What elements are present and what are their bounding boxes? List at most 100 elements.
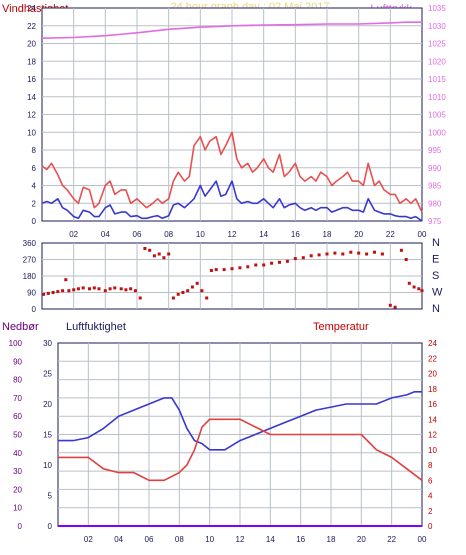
wind-direction-point <box>76 287 80 291</box>
wind-direction-point <box>230 267 234 271</box>
wind-direction-point <box>317 253 321 257</box>
rain-tick-label: 0 <box>18 522 23 531</box>
pressure-tick-label: 1030 <box>428 22 446 31</box>
wind-direction-point <box>325 252 329 256</box>
wind-speed-tick-label: 20 <box>27 40 36 49</box>
wind-direction-point <box>301 256 305 260</box>
wind-direction-point <box>56 290 60 294</box>
pressure-tick-label: 1035 <box>428 4 446 13</box>
weather-x-tick-label: 22 <box>387 535 396 544</box>
wind-x-tick-label: 22 <box>386 230 395 239</box>
weather-x-tick-label: 20 <box>357 535 366 544</box>
temperature-tick-label: 2 <box>428 507 433 516</box>
rain-tick-label: 50 <box>13 431 22 440</box>
wind-direction-point <box>157 252 161 256</box>
wind-direction-point <box>380 252 384 256</box>
wind-gust-line <box>41 131 423 213</box>
wind-direction-point <box>67 289 71 293</box>
temperature-line <box>58 418 423 482</box>
pressure-tick-label: 1015 <box>428 75 446 84</box>
wind-speed-tick-label: 4 <box>32 182 37 191</box>
wind-direction-point <box>373 250 376 254</box>
wind-direction-point <box>148 248 152 252</box>
wind-panel: 0246810121416182022249759809859909951000… <box>27 4 446 239</box>
wind-direction-point <box>133 289 137 293</box>
wind-direction-point <box>309 254 313 258</box>
wind-direction-point <box>108 287 112 291</box>
wind-direction-point <box>293 257 297 261</box>
wind-direction-point <box>404 258 408 261</box>
wind-speed-tick-label: 22 <box>27 22 36 31</box>
wind-direction-point <box>365 252 369 256</box>
wind-x-tick-label: 10 <box>196 230 205 239</box>
direction-tick-label: 360 <box>23 239 37 248</box>
wind-direction-point <box>143 247 147 250</box>
wind-direction-point <box>357 251 361 255</box>
rain-tick-label: 80 <box>13 376 22 385</box>
weather-x-tick-label: 00 <box>418 535 427 544</box>
wind-direction-point <box>167 252 171 256</box>
humidity-tick-label: 10 <box>43 461 52 470</box>
rain-tick-label: 10 <box>13 504 22 513</box>
wind-direction-point <box>81 286 85 290</box>
humidity-tick-label: 30 <box>43 339 52 348</box>
wind-direction-point <box>270 261 274 265</box>
compass-tick-label: E <box>432 254 439 266</box>
pressure-line <box>41 21 422 39</box>
wind-direction-point <box>393 305 397 309</box>
rain-tick-label: 70 <box>13 394 22 403</box>
wind-direction-point <box>254 263 258 267</box>
wind-direction-point <box>222 268 226 272</box>
wind-direction-point <box>246 265 250 269</box>
temperature-tick-label: 4 <box>428 492 433 501</box>
wind-speed-tick-label: 12 <box>27 111 36 120</box>
temperature-tick-label: 10 <box>428 446 437 455</box>
humidity-tick-label: 0 <box>48 522 53 531</box>
compass-tick-label: N <box>432 237 440 249</box>
weather-x-tick-label: 18 <box>327 535 336 544</box>
wind-direction-point <box>420 289 424 293</box>
wind-direction-point <box>285 259 289 263</box>
rain-tick-label: 90 <box>13 357 22 366</box>
pressure-tick-label: 1020 <box>428 57 446 66</box>
wind-direction-point <box>341 252 345 256</box>
wind-x-tick-label: 12 <box>228 230 237 239</box>
temperature-tick-label: 24 <box>428 339 437 348</box>
humidity-tick-label: 5 <box>48 492 53 501</box>
wind-speed-tick-label: 8 <box>32 146 37 155</box>
wind-direction-point <box>152 254 156 258</box>
pressure-tick-label: 995 <box>428 146 442 155</box>
weather-x-tick-label: 10 <box>205 535 214 544</box>
humidity-tick-label: 20 <box>43 400 52 409</box>
weather-x-tick-label: 06 <box>145 535 154 544</box>
wind-direction-point <box>349 250 353 254</box>
wind-x-tick-label: 02 <box>69 230 78 239</box>
wind-direction-point <box>61 289 65 293</box>
wind-speed-tick-label: 10 <box>27 128 36 137</box>
humidity-line <box>58 391 422 451</box>
wind-x-tick-label: 04 <box>101 230 110 239</box>
wind-direction-point <box>214 268 218 272</box>
pressure-tick-label: 1025 <box>428 40 446 49</box>
wind-direction-point <box>238 266 242 270</box>
direction-tick-label: 270 <box>23 256 37 265</box>
wind-x-tick-label: 00 <box>418 230 427 239</box>
wind-direction-point <box>181 291 185 294</box>
wind-direction-point <box>176 292 180 296</box>
wind-direction-point <box>51 291 55 294</box>
rain-tick-label: 30 <box>13 467 22 476</box>
wind-direction-point <box>186 289 190 293</box>
wind-x-tick-label: 18 <box>323 230 332 239</box>
temperature-tick-label: 20 <box>428 370 437 379</box>
wind-direction-point <box>278 260 281 264</box>
pressure-tick-label: 1005 <box>428 111 446 120</box>
wind-x-tick-label: 14 <box>259 230 268 239</box>
wind-direction-point <box>171 296 175 300</box>
wind-direction-point <box>129 287 133 291</box>
weather-x-tick-label: 02 <box>84 535 93 544</box>
wind-direction-point <box>200 289 204 293</box>
wind-direction-point <box>195 281 199 285</box>
temperature-tick-label: 12 <box>428 431 437 440</box>
